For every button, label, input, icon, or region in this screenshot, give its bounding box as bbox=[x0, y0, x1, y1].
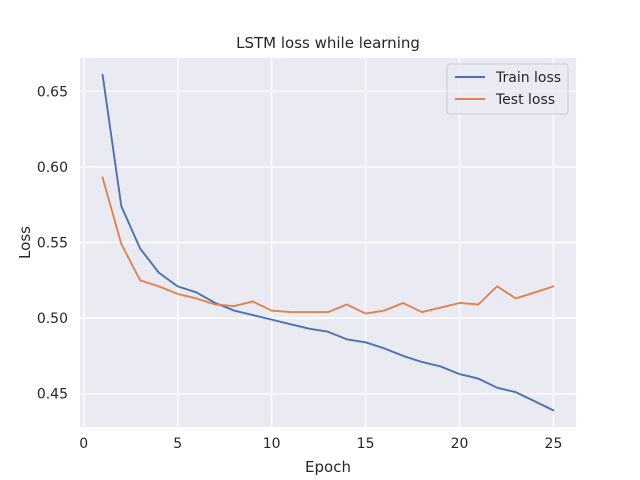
grid bbox=[80, 58, 576, 427]
x-tick-label: 5 bbox=[173, 436, 182, 452]
y-tick-label: 0.55 bbox=[37, 236, 68, 252]
x-tick-label: 20 bbox=[451, 436, 469, 452]
y-tick-label: 0.60 bbox=[37, 160, 68, 176]
x-axis-label: Epoch bbox=[305, 458, 351, 476]
x-tick-label: 15 bbox=[357, 436, 375, 452]
y-tick-label: 0.50 bbox=[37, 311, 68, 327]
legend-label: Test loss bbox=[495, 92, 555, 108]
y-tick-label: 0.45 bbox=[37, 387, 68, 403]
legend-label: Train loss bbox=[495, 70, 561, 86]
y-axis-label: Loss bbox=[16, 226, 34, 259]
x-tick-label: 10 bbox=[263, 436, 281, 452]
x-tick-label: 25 bbox=[545, 436, 563, 452]
y-tick-label: 0.65 bbox=[37, 84, 68, 100]
chart-title: LSTM loss while learning bbox=[236, 34, 420, 52]
series-layer bbox=[101, 73, 555, 412]
tick-labels: 0 5 10 15 20 25 0.45 0.50 0.55 0.60 0.65 bbox=[37, 84, 563, 452]
legend: Train loss Test loss bbox=[446, 63, 569, 115]
x-tick-label: 0 bbox=[79, 436, 88, 452]
